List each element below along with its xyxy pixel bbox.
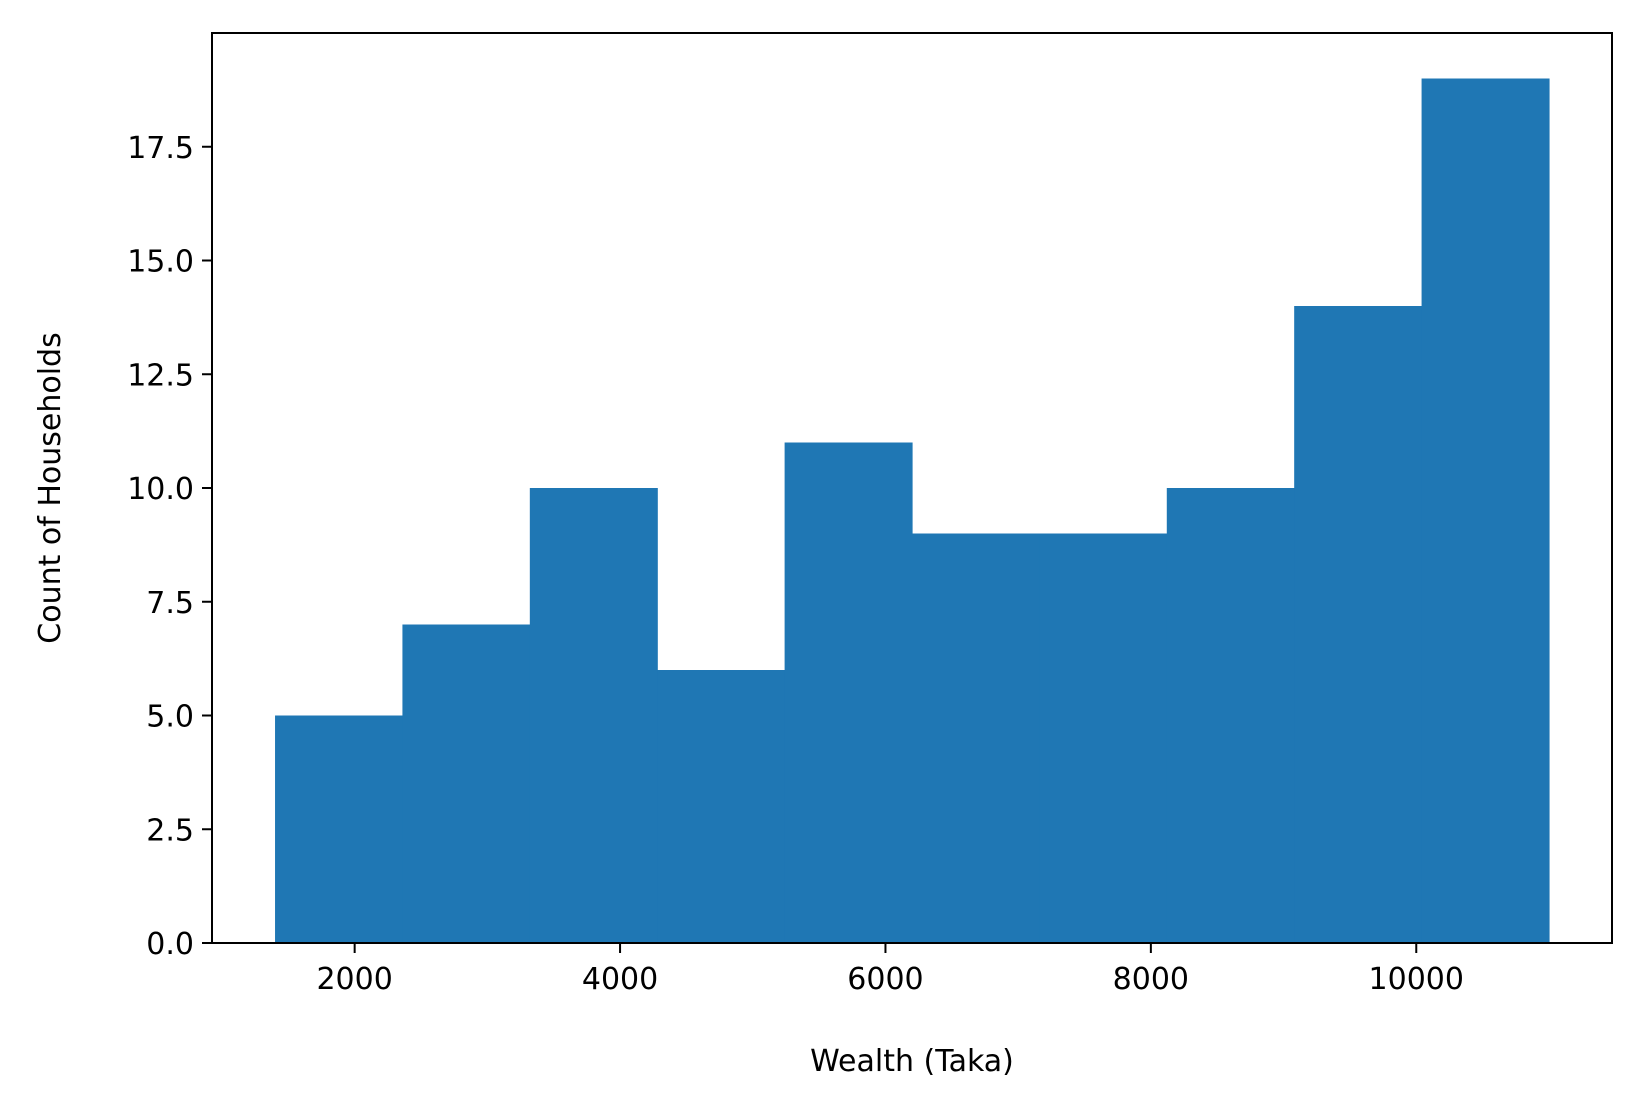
histogram-bar — [1421, 78, 1550, 943]
x-tick-label: 4000 — [582, 962, 658, 997]
x-tick-label: 10000 — [1369, 962, 1464, 997]
histogram-bar — [1294, 306, 1423, 943]
x-tick-label: 6000 — [847, 962, 923, 997]
y-axis-label: Count of Households — [33, 332, 68, 643]
bars-group — [275, 78, 1550, 943]
x-tick-label: 8000 — [1113, 962, 1189, 997]
y-tick-label: 5.0 — [146, 700, 194, 735]
histogram-bar — [784, 442, 913, 943]
histogram-bar — [529, 488, 658, 943]
y-tick-label: 15.0 — [127, 245, 194, 280]
histogram-bar — [275, 715, 404, 943]
histogram-bar — [402, 624, 531, 943]
y-tick-label: 2.5 — [146, 813, 194, 848]
x-axis-ticks: 2000 4000 6000 8000 10000 — [316, 943, 1464, 997]
y-tick-label: 0.0 — [146, 927, 194, 962]
x-axis-label: Wealth (Taka) — [810, 1044, 1014, 1079]
plot-frame — [211, 32, 1613, 944]
histogram-bar — [1166, 488, 1295, 943]
y-tick-label: 10.0 — [127, 472, 194, 507]
histogram-bar — [657, 670, 786, 943]
x-tick-label: 2000 — [316, 962, 392, 997]
y-tick-label: 7.5 — [146, 586, 194, 621]
y-tick-label: 12.5 — [127, 358, 194, 393]
histogram-bar — [912, 533, 1040, 943]
y-axis-ticks: 0.0 2.5 5.0 7.5 10.0 12.5 15.0 17.5 — [127, 131, 212, 962]
histogram-bar — [1039, 533, 1168, 943]
y-tick-label: 17.5 — [127, 131, 194, 166]
